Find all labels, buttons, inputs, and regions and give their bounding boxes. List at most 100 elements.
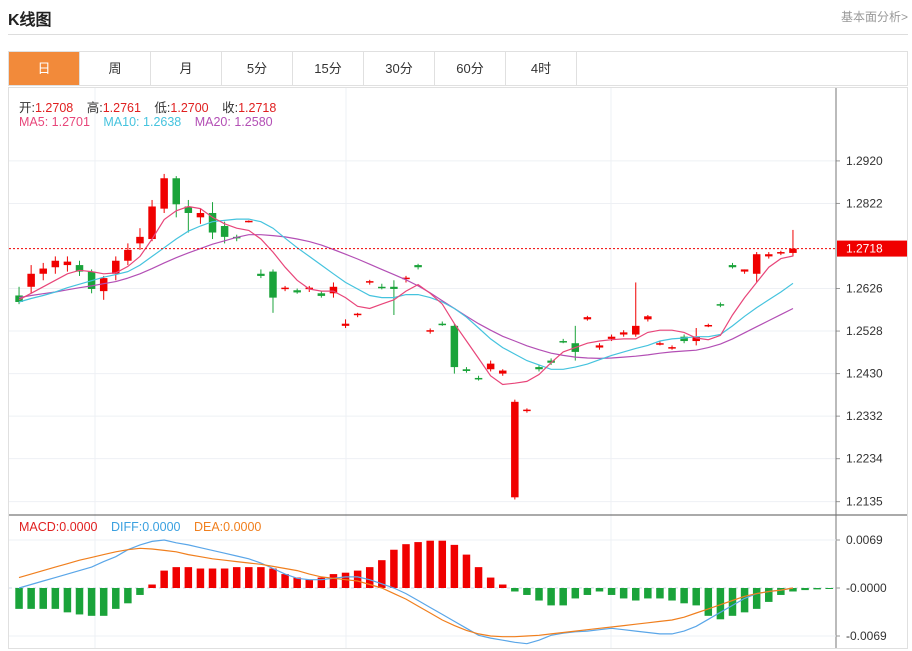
candle-body [293, 290, 301, 293]
candle-body [692, 336, 700, 342]
candle-body [777, 252, 785, 254]
tab-5min[interactable]: 5分 [222, 52, 293, 85]
candle-body [172, 178, 180, 205]
candle-body [15, 295, 23, 302]
macd-bar [692, 588, 700, 606]
macd-bar [112, 588, 120, 609]
candle-body [341, 323, 350, 326]
macd-bar [462, 554, 471, 588]
candle-body [353, 313, 362, 316]
open-label: 开: [19, 101, 35, 115]
candle-body [740, 269, 749, 272]
candle-body [668, 347, 676, 349]
macd-bar [571, 588, 580, 599]
tab-60min[interactable]: 60分 [435, 52, 506, 85]
macd-bar [559, 588, 567, 606]
candle-body [136, 236, 144, 244]
price-tick-label: 1.2430 [846, 367, 883, 381]
candle-body [257, 273, 265, 276]
last-price-tag [837, 240, 907, 257]
candle-body [765, 254, 773, 257]
macd-bar [680, 588, 688, 604]
price-tick-label: 1.2920 [846, 154, 883, 168]
candle-body [462, 369, 471, 371]
macd-bar [172, 567, 180, 588]
dea-value: 0.0000 [223, 520, 262, 534]
candle-body [245, 220, 253, 223]
macd-bar [341, 572, 350, 588]
chart-panel[interactable]: 1.2920 1.2822 1.2626 1.2528 1.2430 1.2332 1.22… [8, 87, 908, 649]
macd-bar [426, 540, 434, 588]
candle-body [112, 260, 120, 274]
candle-body [607, 336, 616, 339]
macd-bar [87, 588, 96, 616]
candle-body [281, 287, 289, 290]
macd-bar [450, 544, 459, 588]
tab-day[interactable]: 日 [9, 52, 80, 85]
fundamental-analysis-link[interactable]: 基本面分析> [840, 10, 908, 24]
candle-body [656, 343, 664, 345]
ma10-label: MA10: [103, 115, 140, 129]
tab-15min[interactable]: 15分 [293, 52, 364, 85]
macd-bar [414, 542, 422, 588]
macd-bar [208, 568, 217, 588]
candle-body [317, 293, 326, 296]
macd-bar [184, 567, 193, 588]
macd-bar [511, 588, 519, 592]
macd-bar [269, 568, 277, 588]
candle-body [329, 286, 338, 294]
candle-body [365, 281, 374, 283]
macd-bar [136, 588, 144, 595]
candle-body [184, 206, 193, 213]
macd-tick-label: -0.0069 [846, 629, 887, 643]
candle-body [450, 325, 459, 368]
macd-bar [160, 570, 168, 588]
candle-body [680, 336, 688, 342]
candle-body [39, 268, 47, 274]
candle-body [438, 323, 447, 326]
macd-bar [474, 567, 483, 588]
candle-body [99, 278, 108, 292]
macd-bar [390, 549, 398, 588]
macd-bar [27, 588, 35, 609]
macd-bar [668, 588, 676, 601]
period-tabs: 日 周 月 5分 15分 30分 60分 4时 [8, 51, 908, 86]
macd-bar [801, 588, 809, 591]
candle-body [619, 332, 628, 335]
candle-body [535, 367, 543, 370]
macd-bar [777, 588, 785, 595]
tab-week[interactable]: 周 [80, 52, 151, 85]
tab-30min[interactable]: 30分 [364, 52, 435, 85]
candle-body [220, 226, 229, 237]
candle-body [716, 304, 725, 306]
ma5-line [18, 205, 794, 386]
candle-body [63, 261, 72, 266]
macd-bar [704, 588, 713, 616]
candle-body [486, 363, 495, 370]
price-tick-label: 1.2528 [846, 324, 883, 338]
candle-body [644, 316, 652, 320]
dea-line [18, 547, 794, 638]
macd-bar [813, 588, 821, 590]
candle-body [728, 265, 737, 268]
candle-body [148, 206, 156, 240]
macd-bar [281, 574, 289, 588]
tab-4hour[interactable]: 4时 [506, 52, 577, 85]
price-tick-label: 1.2135 [846, 495, 883, 509]
macd-bar [220, 568, 229, 588]
diff-value: 0.0000 [142, 520, 181, 534]
candle-body [414, 265, 422, 268]
macd-label: MACD: [19, 520, 60, 534]
macd-value: 0.0000 [59, 520, 98, 534]
macd-bar [15, 588, 23, 609]
macd-bar [148, 584, 156, 588]
price-tick-label: 1.2332 [846, 409, 883, 423]
candle-body [523, 409, 531, 412]
macd-bar [232, 567, 241, 588]
macd-bar [365, 567, 374, 588]
macd-bar [656, 588, 664, 599]
candle-body [559, 341, 567, 343]
high-label: 高: [86, 101, 103, 115]
tab-month[interactable]: 月 [151, 52, 222, 85]
candle-body [511, 401, 519, 498]
